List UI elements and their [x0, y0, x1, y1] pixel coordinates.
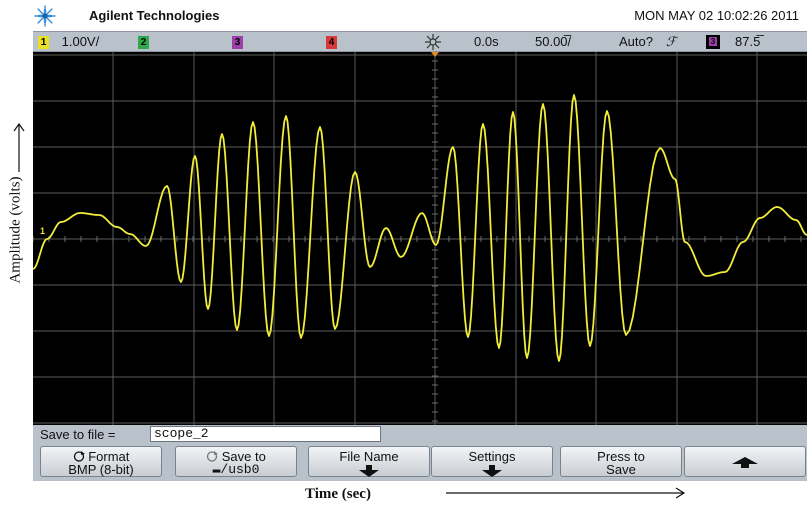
app-header: Agilent Technologies MON MAY 02 10:02:26… [0, 0, 807, 30]
channel-1-scale: 1.00V/ [61, 34, 100, 49]
save-to-softkey[interactable]: Save to ▬/usb0 [175, 446, 297, 477]
channel-1-badge: 1 [38, 36, 49, 50]
agilent-spark-icon [34, 5, 56, 27]
file-name-softkey[interactable]: File Name [308, 446, 430, 477]
settings-softkey[interactable]: Settings [431, 446, 553, 477]
channel-1-control[interactable]: 1 1.00V/ [38, 34, 100, 50]
channel-1-ground-marker: 1 [40, 226, 45, 236]
time-scale[interactable]: 50.00̅/ [535, 34, 572, 49]
save-to-file-bar: Save to file = scope_2 [33, 425, 807, 444]
save-to-value: ▬/usb0 [212, 462, 260, 477]
trigger-channel-badge: 3 [709, 37, 717, 46]
status-bar: 1 1.00V/ 2 3 4 0.0s 50.00̅/ Auto? ℱ 3 87… [33, 31, 807, 52]
format-label: Format [88, 449, 130, 464]
trigger-mode[interactable]: Auto? [619, 34, 653, 49]
sun-icon [425, 34, 441, 50]
rotate-knob-icon [73, 451, 85, 462]
rotate-knob-icon [206, 451, 219, 462]
up-softkey[interactable] [684, 446, 806, 477]
trigger-source-box[interactable]: 3 [706, 35, 720, 49]
trigger-position-marker [431, 52, 439, 57]
time-delay[interactable]: 0.0s [474, 34, 499, 49]
channel-4-control[interactable]: 4 [326, 34, 337, 50]
channel-2-control[interactable]: 2 [138, 34, 149, 50]
arrow-up-icon [732, 457, 758, 468]
x-axis-label: Time (sec) [305, 486, 371, 502]
datetime: MON MAY 02 10:02:26 2011 [634, 8, 799, 23]
graticule [32, 51, 807, 425]
trigger-level[interactable]: 87.5̅ [735, 34, 761, 49]
arrow-down-icon [482, 465, 502, 477]
save-label: Save [606, 462, 636, 477]
channel-1-trace [32, 94, 807, 362]
y-axis-arrow-icon [13, 123, 25, 172]
save-to-label: Save to [221, 449, 266, 464]
save-to-file-label: Save to file = [40, 427, 116, 442]
format-value: BMP (8-bit) [68, 462, 134, 477]
press-to-label: Press to [597, 449, 645, 464]
file-name-field[interactable]: scope_2 [150, 426, 381, 442]
arrow-down-icon [359, 465, 379, 477]
trigger-slope-icon: ℱ [666, 34, 677, 49]
channel-2-badge: 2 [138, 36, 149, 50]
channel-3-control[interactable]: 3 [232, 34, 243, 50]
format-softkey[interactable]: Format BMP (8-bit) [40, 446, 162, 477]
settings-label: Settings [468, 449, 516, 464]
channel-4-badge: 4 [326, 36, 337, 50]
x-axis-arrow-icon [446, 487, 686, 499]
waveform-display[interactable]: 1 [32, 51, 807, 425]
press-to-save-softkey[interactable]: Press to Save [560, 446, 682, 477]
waveform-plot: 1 [32, 51, 807, 425]
channel-3-badge: 3 [232, 36, 243, 50]
file-name-label: File Name [339, 449, 399, 464]
brand-name: Agilent Technologies [89, 8, 220, 23]
softkey-bar: Format BMP (8-bit) Save to ▬/usb0 File N… [33, 444, 807, 481]
